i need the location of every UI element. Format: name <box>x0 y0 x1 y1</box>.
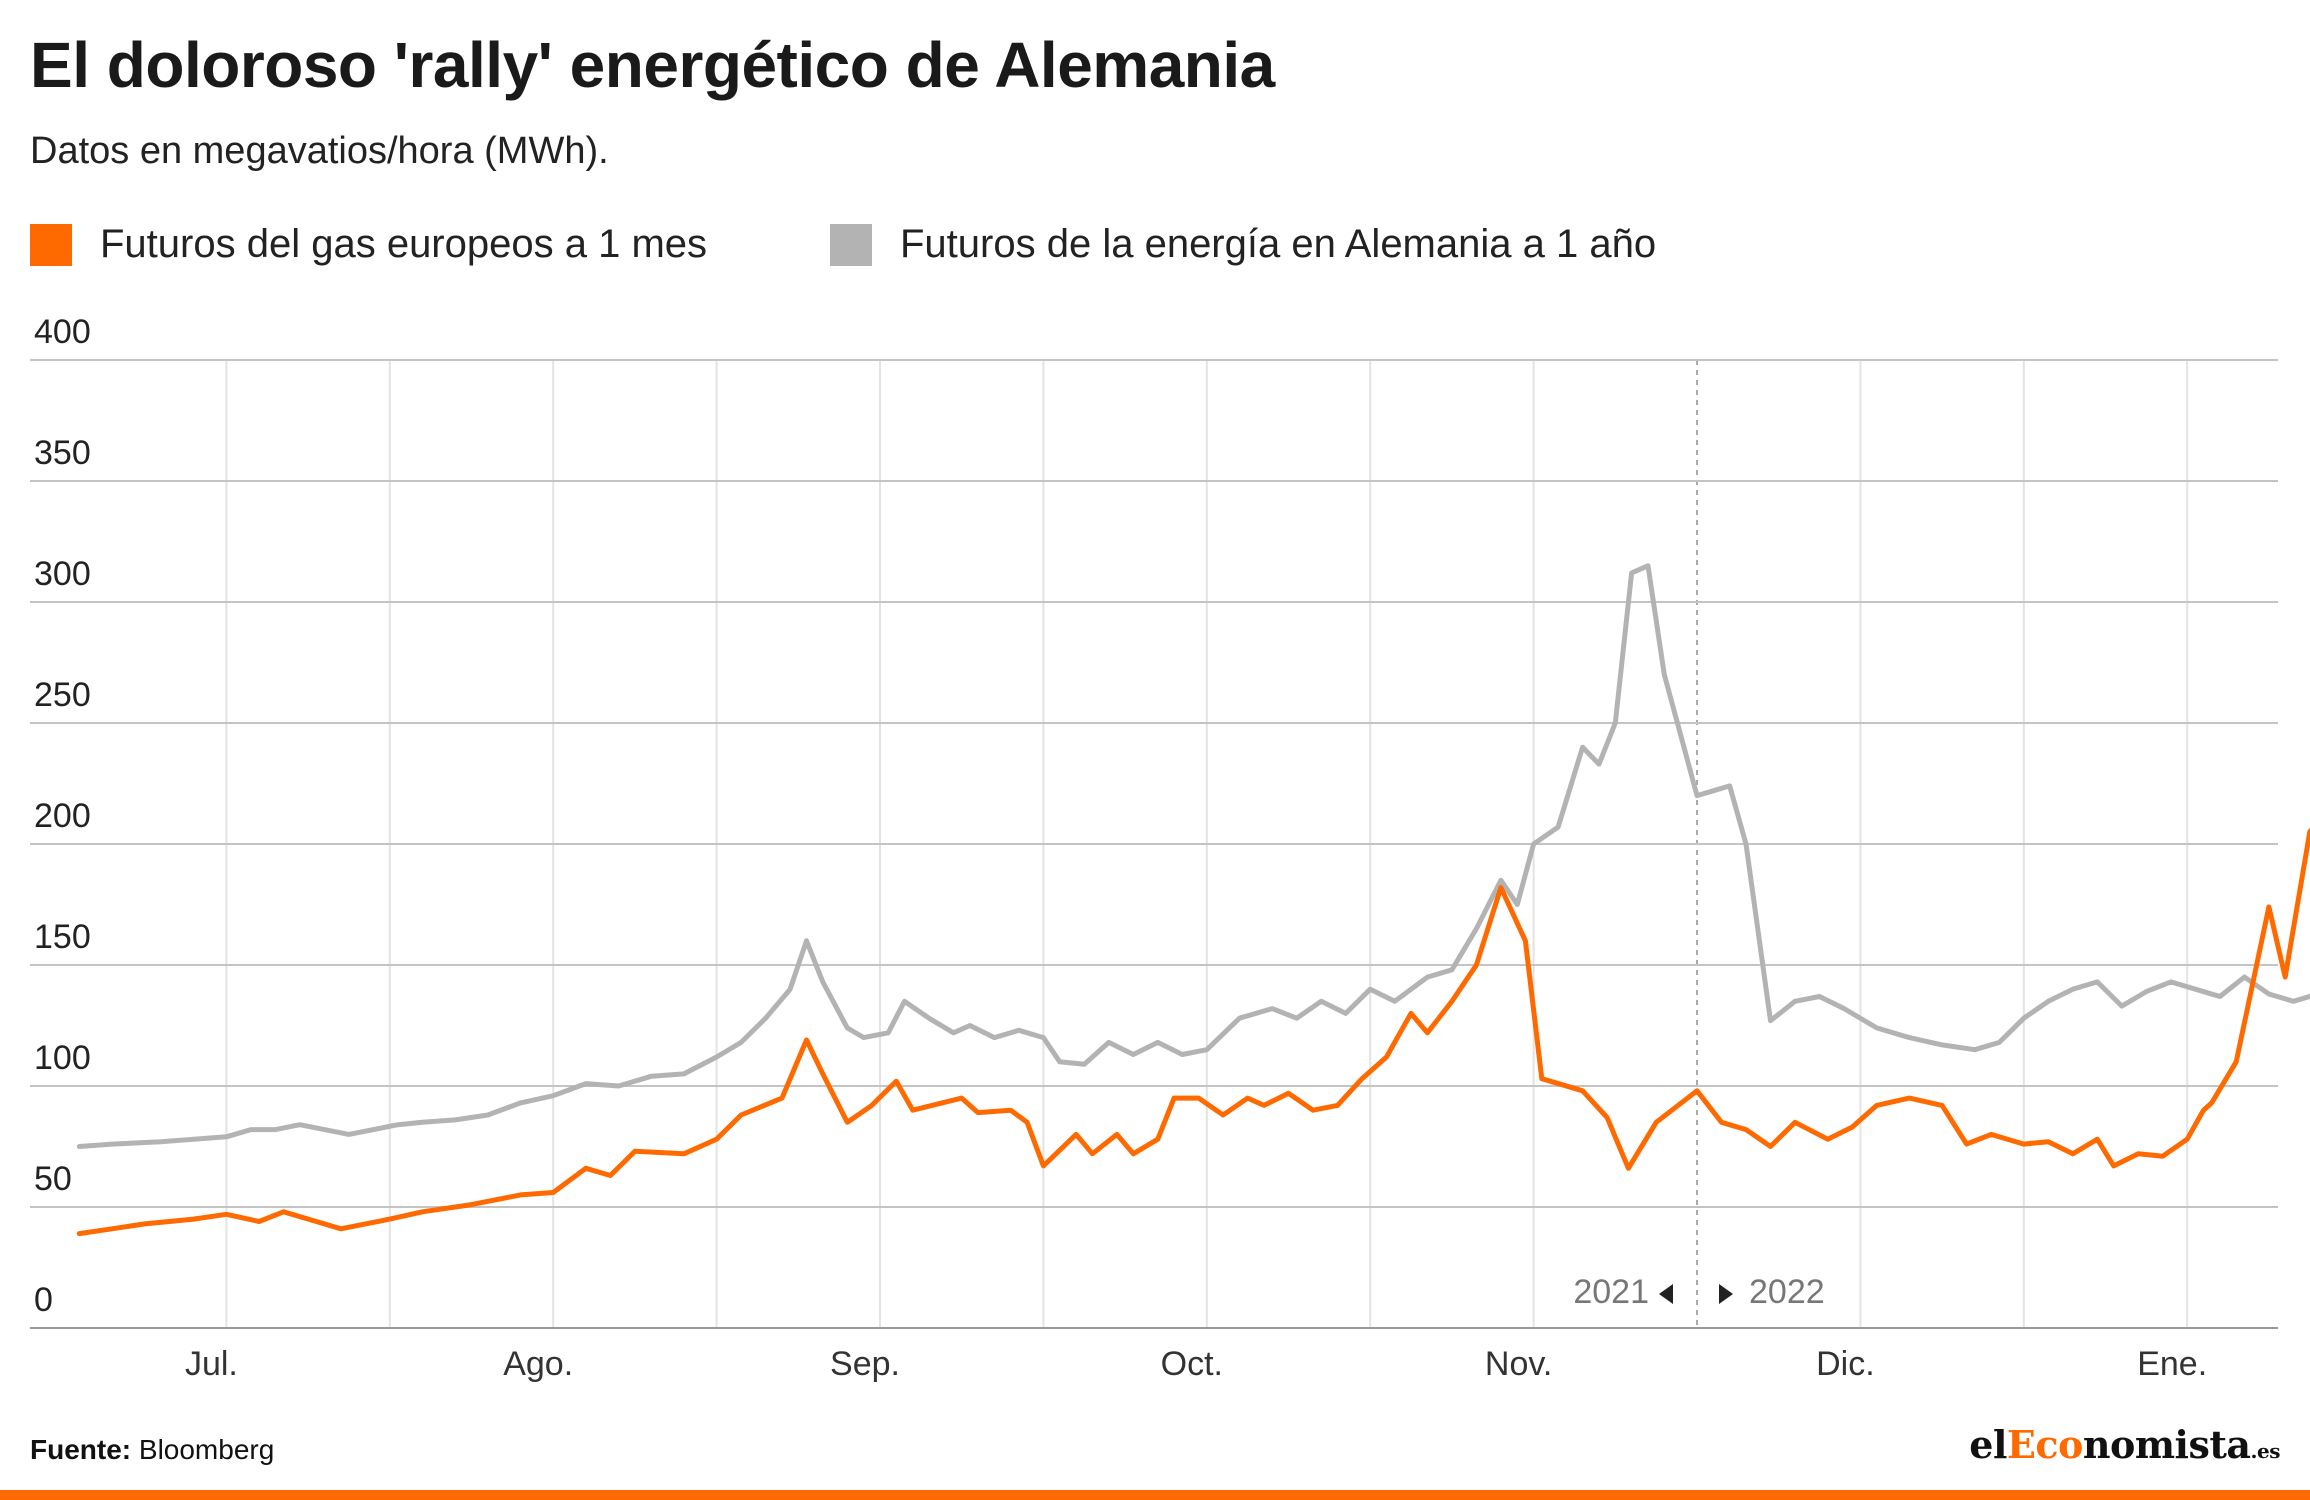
year-label-left: 2021 <box>1573 1273 1649 1311</box>
x-tick-label: Jul. <box>185 1345 238 1383</box>
y-tick-label: 300 <box>34 555 91 593</box>
y-tick-label: 0 <box>34 1281 53 1319</box>
x-tick-label: Dic. <box>1816 1345 1875 1383</box>
y-tick-label: 250 <box>34 676 91 714</box>
source-note: Fuente: Bloomberg <box>30 1434 274 1466</box>
legend-item-gas: Futuros del gas europeos a 1 mes <box>30 222 707 267</box>
y-tick-label: 350 <box>34 434 91 472</box>
x-tick-label: Sep. <box>830 1345 900 1383</box>
legend-label-gas: Futuros del gas europeos a 1 mes <box>100 222 708 266</box>
y-tick-label: 150 <box>34 918 91 956</box>
arrow-left-icon <box>1659 1284 1673 1304</box>
x-tick-label: Ago. <box>503 1345 573 1383</box>
arrow-right-icon <box>1719 1284 1733 1304</box>
chart-subtitle: Datos en megavatios/hora (MWh). <box>30 130 609 172</box>
y-tick-label: 50 <box>34 1160 72 1198</box>
source-value: Bloomberg <box>138 1434 275 1465</box>
series-line-power <box>76 563 2310 1149</box>
series-line-gas <box>76 827 2310 1237</box>
brand-logo: elEconomista.es <box>1969 1422 2280 1467</box>
legend-label-power: Futuros de la energía en Alemania a 1 añ… <box>900 222 1657 266</box>
x-tick-label: Oct. <box>1161 1345 1223 1383</box>
x-tick-label: Ene. <box>2137 1345 2207 1383</box>
y-tick-label: 200 <box>34 797 91 835</box>
legend-swatch-gas <box>30 223 72 266</box>
source-label: Fuente: <box>30 1434 132 1465</box>
x-tick-label: Nov. <box>1485 1345 1552 1383</box>
y-tick-label: 400 <box>34 313 91 351</box>
y-tick-label: 100 <box>34 1039 91 1077</box>
year-label-right: 2022 <box>1749 1273 1825 1311</box>
legend-swatch-power <box>830 223 872 266</box>
chart-title: El doloroso 'rally' energético de Aleman… <box>30 29 1275 101</box>
legend-item-power: Futuros de la energía en Alemania a 1 añ… <box>830 222 1656 267</box>
bottom-accent-bar <box>0 1490 2310 1500</box>
